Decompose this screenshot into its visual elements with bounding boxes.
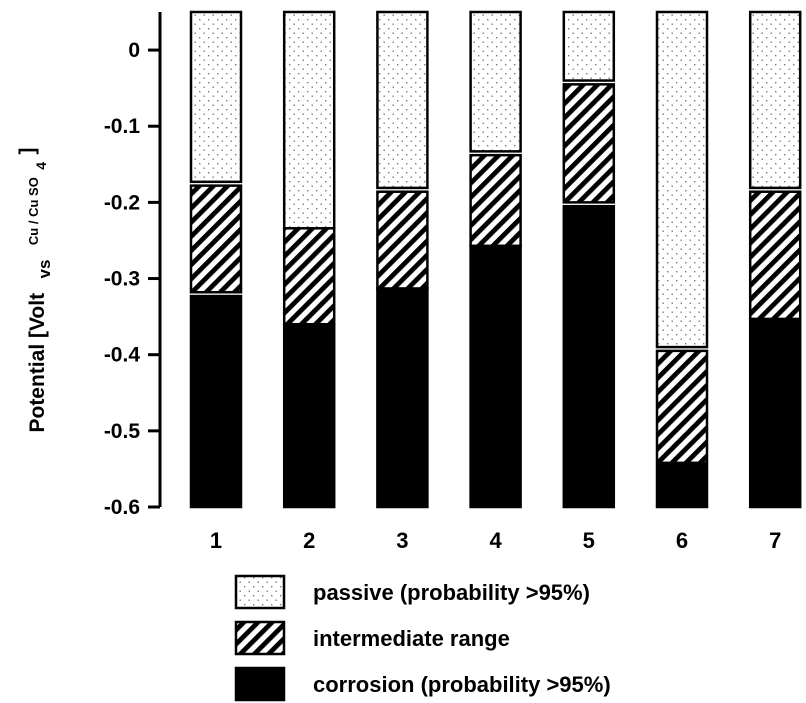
y-tick-label: -0.1 (104, 115, 141, 138)
bar-corrosion-2 (282, 322, 336, 509)
legend-swatch-passive (234, 574, 286, 610)
bar-corrosion-5 (562, 204, 616, 509)
legend-swatch-intermediate (234, 620, 286, 656)
bar-intermediate-6 (655, 349, 709, 465)
x-tick-label: 1 (210, 528, 222, 553)
y-axis-ticks: 0 -0.1 -0.2 -0.3 -0.4 -0.5 -0.6 (104, 39, 160, 519)
y-tick-label: -0.4 (104, 344, 141, 367)
x-tick-label: 7 (769, 528, 781, 553)
y-tick-label: -0.6 (104, 496, 140, 519)
x-tick-label: 6 (676, 528, 688, 553)
y-axis-label: Potential [Volt vs Cu / Cu SO 4 ] (16, 147, 54, 432)
bar-intermediate-3 (376, 190, 429, 290)
y-axis-label-vs: vs (35, 260, 54, 279)
bar-passive-5 (562, 10, 616, 82)
y-tick-label: -0.2 (104, 191, 140, 214)
legend: passive (probability >95%) intermediate r… (234, 574, 611, 702)
legend-swatch-corrosion (234, 666, 286, 702)
x-tick-label: 2 (303, 528, 315, 553)
bar-passive-6 (655, 10, 709, 349)
x-tick-label: 5 (583, 528, 595, 553)
bar-corrosion-4 (469, 244, 522, 509)
y-axis-label-main: Potential [Volt (26, 293, 49, 433)
bar-corrosion-6 (655, 463, 709, 509)
bar-intermediate-4 (469, 153, 522, 248)
legend-label-intermediate: intermediate range (313, 626, 510, 651)
bar-corrosion-1 (189, 294, 243, 509)
legend-label-corrosion: corrosion (probability >95%) (313, 672, 611, 697)
legend-label-passive: passive (probability >95%) (313, 580, 590, 605)
bars (189, 10, 802, 509)
bar-corrosion-7 (748, 317, 802, 509)
x-tick-label: 3 (396, 528, 408, 553)
y-tick-label: 0 (128, 39, 140, 62)
bar-intermediate-5 (562, 83, 616, 204)
y-axis-label-ref: Cu / Cu SO (26, 177, 41, 245)
y-tick-label: -0.5 (104, 420, 141, 443)
bar-intermediate-2 (282, 227, 336, 326)
y-axis-label-close: ] (16, 147, 39, 154)
x-axis-labels: 1 2 3 4 5 6 7 (210, 528, 781, 553)
bar-passive-1 (189, 10, 243, 184)
bar-intermediate-1 (189, 184, 243, 294)
bar-passive-3 (376, 10, 429, 190)
y-tick-label: -0.3 (104, 268, 140, 291)
y-axis-label-subscript: 4 (33, 162, 49, 170)
bar-passive-7 (748, 10, 802, 190)
bar-intermediate-7 (748, 190, 802, 321)
bar-passive-2 (282, 10, 336, 230)
bar-corrosion-3 (376, 287, 429, 509)
x-tick-label: 4 (489, 528, 502, 553)
bar-passive-4 (469, 10, 522, 153)
